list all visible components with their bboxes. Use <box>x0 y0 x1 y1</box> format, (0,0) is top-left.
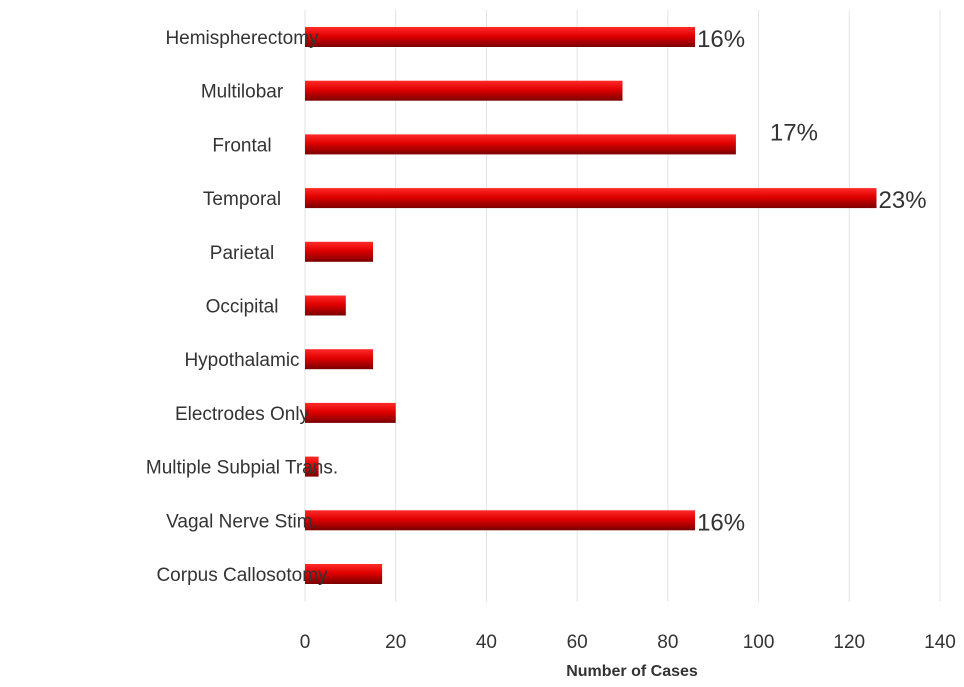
x-tick-label: 20 <box>385 632 406 653</box>
bar <box>305 456 319 477</box>
x-tick-label: 0 <box>300 632 311 653</box>
bar <box>305 80 623 101</box>
y-category-label: Occipital <box>206 297 279 318</box>
x-tick-label: 40 <box>476 632 497 653</box>
y-category-label: Hypothalamic <box>184 350 299 371</box>
bar <box>305 402 396 423</box>
bar <box>305 295 346 316</box>
y-category-label: Temporal <box>203 189 281 210</box>
y-category-label: Multilobar <box>201 82 284 103</box>
data-label: 16% <box>697 509 745 536</box>
y-category-label: Multiple Subpial Trans. <box>146 458 338 479</box>
data-label: 23% <box>879 187 927 214</box>
data-label: 16% <box>697 26 745 53</box>
y-category-label: Corpus Callosotomy <box>156 565 328 586</box>
bar <box>305 564 383 584</box>
y-category-label: Electrodes Only <box>175 404 310 425</box>
y-category-label: Hemispherectomy <box>165 28 319 49</box>
bar <box>305 188 877 209</box>
x-tick-label: 80 <box>657 632 678 653</box>
x-axis-title: Number of Cases <box>566 663 698 680</box>
x-tick-label: 120 <box>833 632 865 653</box>
bar <box>305 510 696 531</box>
bar <box>305 134 736 155</box>
bar <box>305 349 374 370</box>
y-category-label: Vagal Nerve Stim. <box>166 511 318 532</box>
x-tick-label: 140 <box>924 632 956 653</box>
y-category-label: Frontal <box>212 135 271 156</box>
data-label: 17% <box>770 119 818 146</box>
x-tick-label: 100 <box>743 632 775 653</box>
y-category-label: Parietal <box>210 243 274 264</box>
x-tick-label: 60 <box>567 632 588 653</box>
bar <box>305 27 696 47</box>
bar <box>305 241 374 262</box>
